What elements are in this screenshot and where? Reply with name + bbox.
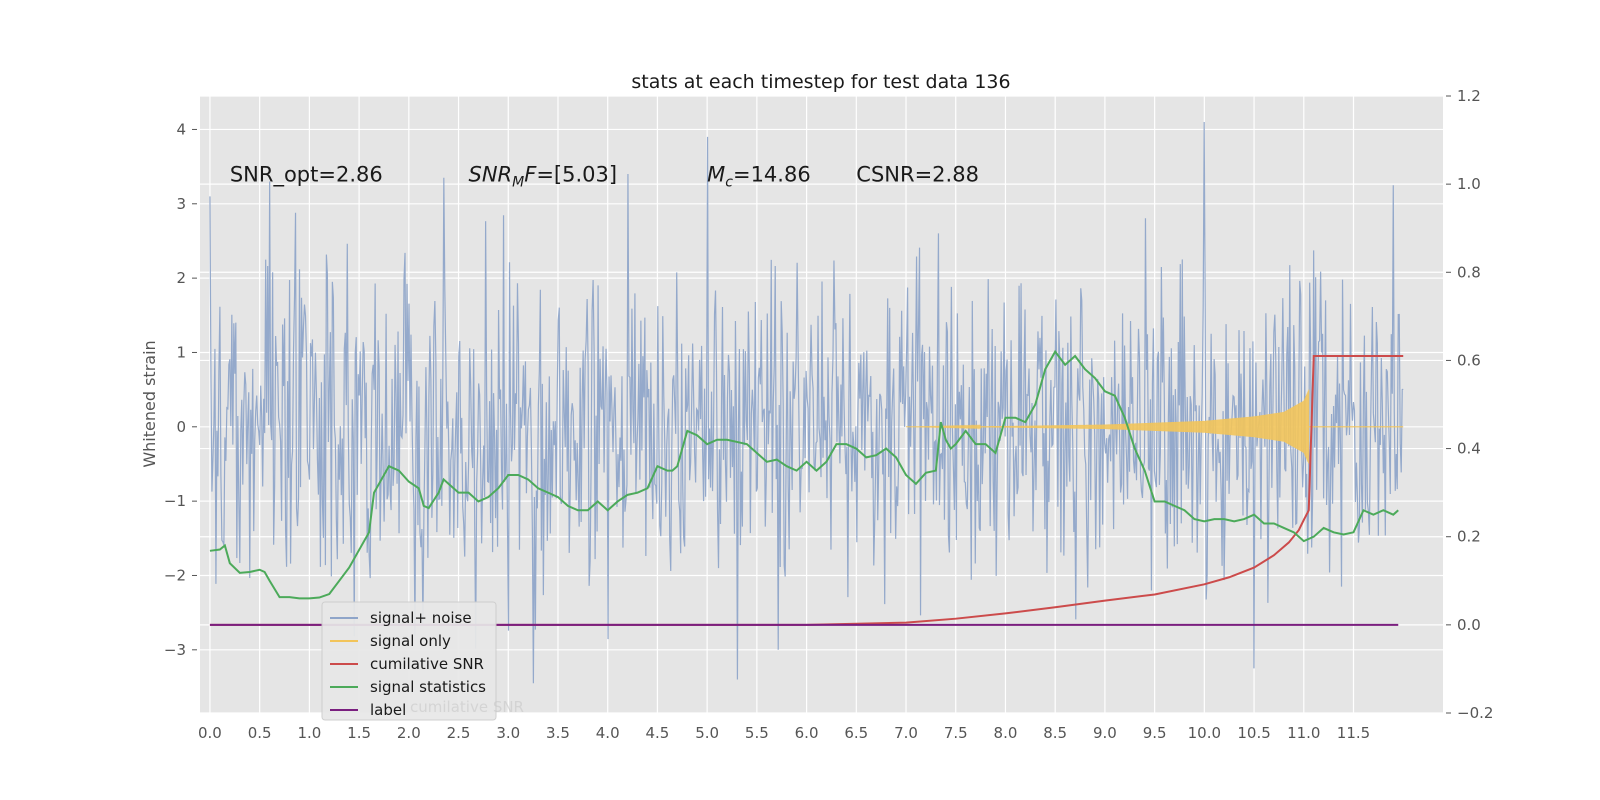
annotation-main: SNR	[468, 162, 512, 186]
x-tick-label: 8.5	[1043, 724, 1067, 742]
x-tick-label: 10.0	[1188, 724, 1221, 742]
x-tick-label: 6.0	[795, 724, 819, 742]
y2-tick-label: 0.6	[1457, 351, 1481, 369]
y2-tick-label: 0.4	[1457, 440, 1481, 458]
series-cumilative-snr	[209, 355, 1404, 626]
x-tick-label: 6.5	[844, 724, 868, 742]
legend-label: signal+ noise	[370, 609, 472, 627]
annotation-subscript: c	[725, 174, 733, 190]
x-tick-label: 0.0	[198, 724, 222, 742]
x-tick-label: 4.5	[645, 724, 669, 742]
series-signal-statistics	[209, 349, 1399, 600]
x-tick-label: 3.0	[496, 724, 520, 742]
y-tick-label: −2	[164, 566, 186, 584]
y2-tick-label: 1.2	[1457, 87, 1481, 105]
legend-label: signal statistics	[370, 678, 486, 696]
x-tick-label: 5.5	[745, 724, 769, 742]
x-tick-label: 1.0	[297, 724, 321, 742]
y-axis-label: Whitened strain	[140, 340, 159, 467]
legend-label: cumilative SNR	[370, 655, 484, 673]
x-tick-label: 2.0	[397, 724, 421, 742]
x-tick-label: 11.5	[1337, 724, 1370, 742]
series-signal-only	[906, 389, 1310, 464]
axes: 0.0 0.5 1.0 1.5 2.0 2.5 3.0 3.5 4.0 4.5 5.0 5.5 6.0 6…	[164, 87, 1494, 742]
y-tick-label: 0	[176, 418, 186, 436]
chart-title: stats at each timestep for test data 136	[631, 71, 1010, 93]
annotation-value: =[5.03]	[536, 162, 617, 186]
annotation-rest: F=[5.03]	[524, 162, 617, 186]
y2-tick-label: 0.2	[1457, 528, 1481, 546]
annotation-italic: F	[524, 162, 537, 186]
x-tick-label: 1.5	[347, 724, 371, 742]
x-tick-label: 9.0	[1093, 724, 1117, 742]
annotation-rest: =14.86	[733, 162, 811, 186]
x-tick-label: 9.5	[1143, 724, 1167, 742]
annotation-subscript: M	[512, 174, 524, 190]
legend-box	[321, 601, 497, 721]
legend-label: label	[370, 701, 406, 719]
series-signal-noise	[209, 122, 1404, 684]
x-tick-label: 7.5	[944, 724, 968, 742]
x-tick-label: 4.0	[596, 724, 620, 742]
x-tick-label: 8.0	[994, 724, 1018, 742]
x-tick-label: 0.5	[248, 724, 272, 742]
y2-tick-label: −0.2	[1457, 704, 1493, 722]
stat-annotations: SNR_opt=2.86 SNRMF=[5.03] Mc=14.86 CSNR=2.8…	[230, 162, 979, 190]
y-tick-label: −3	[164, 641, 186, 659]
y-tick-label: 4	[176, 120, 186, 138]
x-tick-label: 11.0	[1287, 724, 1320, 742]
legend-label: signal only	[370, 632, 451, 650]
y-tick-label: −1	[164, 492, 186, 510]
y2-tick-label: 1.0	[1457, 175, 1481, 193]
stat-annotation: SNRMF=[5.03]	[468, 162, 617, 190]
y-tick-label: 1	[176, 343, 186, 361]
stat-annotation: Mc=14.86	[707, 162, 811, 190]
y-tick-label: 3	[176, 195, 186, 213]
legend-hidden-text: cumilative SNR	[410, 698, 524, 716]
x-tick-label: 3.5	[546, 724, 570, 742]
stat-annotation: SNR_opt=2.86	[230, 162, 383, 187]
y-tick-label: 2	[176, 269, 186, 287]
y2-tick-label: 0.8	[1457, 263, 1481, 281]
y2-tick-label: 0.0	[1457, 616, 1481, 634]
x-tick-label: 5.0	[695, 724, 719, 742]
stat-annotation: CSNR=2.88	[856, 162, 979, 186]
x-tick-label: 7.0	[894, 724, 918, 742]
legend: cumilative SNR signal+ noise signal only cu…	[321, 601, 524, 721]
x-tick-label: 2.5	[447, 724, 471, 742]
x-tick-label: 10.5	[1237, 724, 1270, 742]
annotation-main: M	[707, 162, 725, 186]
